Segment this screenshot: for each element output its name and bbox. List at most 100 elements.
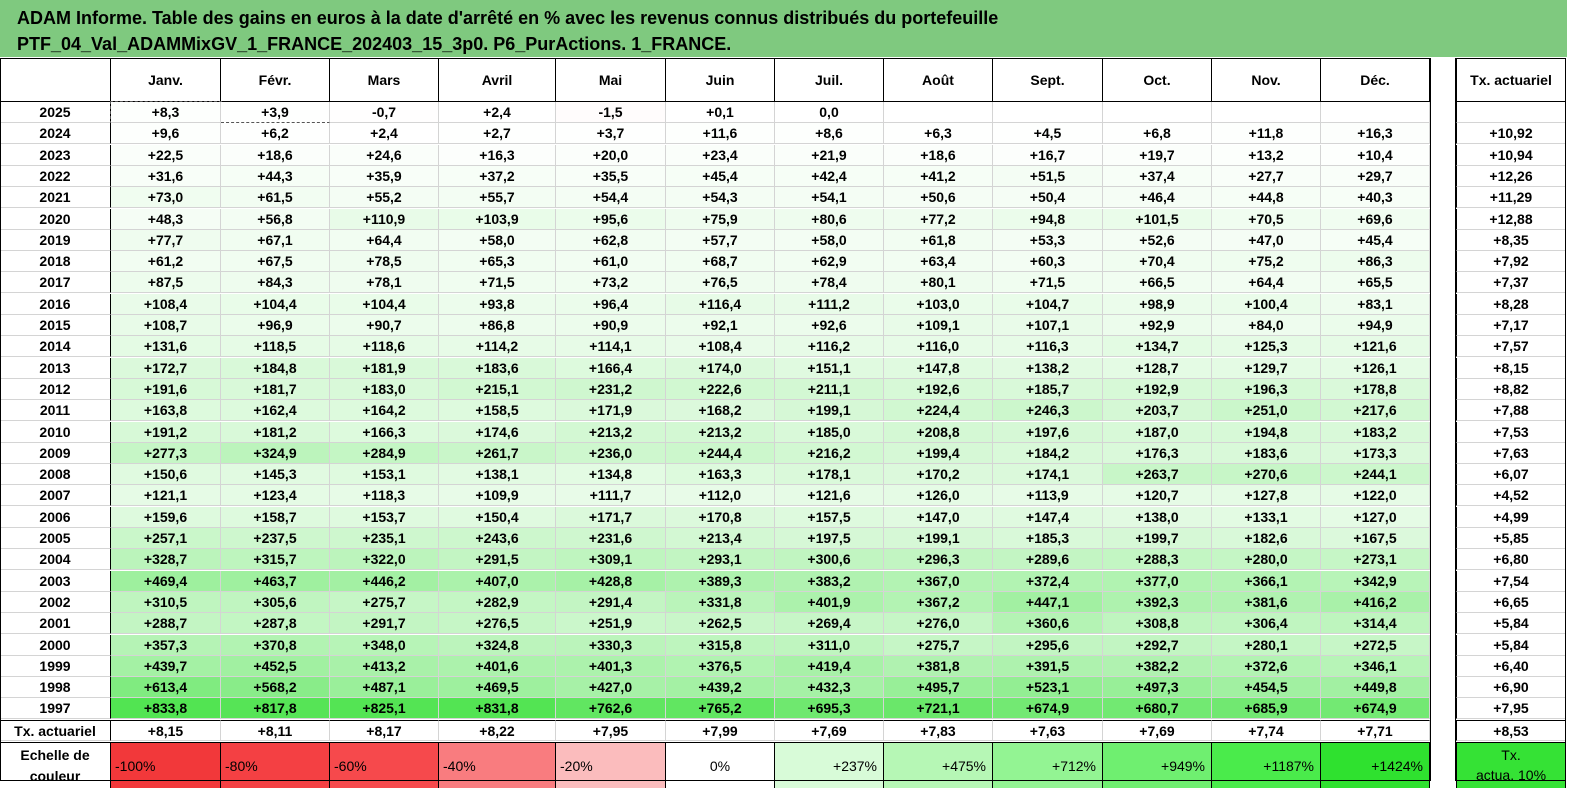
- gain-cell: +58,0: [439, 229, 556, 251]
- table-row: 2011 +163,8 +162,4 +164,2 +158,5 +171,9 +168,2…: [0, 400, 1567, 422]
- gain-cell: +96,4: [556, 293, 666, 315]
- gain-cell: +92,1: [666, 315, 775, 336]
- gain-cell: +67,1: [221, 229, 330, 251]
- gain-cell: +108,4: [111, 293, 221, 315]
- gain-cell: +103,0: [884, 293, 993, 315]
- gain-cell: +134,7: [1103, 336, 1212, 358]
- gain-cell: +118,5: [221, 336, 330, 358]
- gain-cell: +94,9: [1321, 315, 1430, 336]
- gain-cell: +116,0: [884, 336, 993, 358]
- gain-cell: 0,0: [775, 102, 884, 123]
- gain-cell: +181,7: [221, 378, 330, 400]
- gain-cell: +346,1: [1321, 655, 1430, 677]
- gain-cell: +314,4: [1321, 613, 1430, 635]
- year-cell: 1998: [0, 677, 111, 699]
- gain-cell: +273,1: [1321, 549, 1430, 571]
- gain-cell: +263,7: [1103, 464, 1212, 486]
- gain-cell: +150,6: [111, 464, 221, 486]
- year-cell: 2015: [0, 315, 111, 336]
- gain-cell: +92,9: [1103, 315, 1212, 336]
- gain-cell: +67,5: [221, 251, 330, 273]
- year-cell: 2024: [0, 123, 111, 145]
- table-row: 2008 +150,6 +145,3 +153,1 +138,1 +134,8 +163,3…: [0, 464, 1567, 486]
- gain-cell: +78,4: [775, 272, 884, 294]
- gain-cell: +116,4: [666, 293, 775, 315]
- gain-cell: +23,4: [666, 144, 775, 166]
- gain-cell: +92,6: [775, 315, 884, 336]
- gain-cell: +163,3: [666, 464, 775, 486]
- gain-cell: +20,0: [556, 144, 666, 166]
- gain-cell: +2,4: [439, 102, 556, 123]
- gain-cell: +116,2: [775, 336, 884, 358]
- tx-cell: +6,90: [1456, 677, 1566, 699]
- table-row: 2012 +191,6 +181,7 +183,0 +215,1 +231,2 +222,6…: [0, 378, 1567, 400]
- gain-cell: +231,2: [556, 378, 666, 400]
- gain-cell: +27,7: [1212, 165, 1321, 187]
- gain-cell: -0,7: [330, 102, 439, 123]
- gain-cell: +170,8: [666, 506, 775, 528]
- gain-cell: +288,3: [1103, 549, 1212, 571]
- gain-cell: +495,7: [884, 677, 993, 699]
- gain-cell: +171,9: [556, 400, 666, 422]
- gain-cell: +184,2: [993, 442, 1103, 464]
- gain-cell: +310,5: [111, 591, 221, 613]
- month-header-4: Avril: [439, 58, 556, 102]
- gain-cell: +147,0: [884, 506, 993, 528]
- gain-cell: +261,7: [439, 442, 556, 464]
- gain-cell: +427,0: [556, 677, 666, 699]
- gain-cell: +568,2: [221, 677, 330, 699]
- gain-cell: +277,3: [111, 442, 221, 464]
- gain-cell: +87,5: [111, 272, 221, 294]
- table-row: 2014 +131,6 +118,5 +118,6 +114,2 +114,1 +108,4…: [0, 336, 1567, 358]
- gain-cell: +111,7: [556, 485, 666, 507]
- tx-scale-line-2: actua. 10%: [1475, 766, 1547, 783]
- gain-cell: +342,9: [1321, 570, 1430, 592]
- table-row: 2000 +357,3 +370,8 +348,0 +324,8 +330,3 +315,8…: [0, 634, 1567, 656]
- tx-cell: +6,07: [1456, 464, 1566, 486]
- gain-cell: +295,6: [993, 634, 1103, 656]
- year-cell: 2005: [0, 528, 111, 549]
- gain-cell: +70,5: [1212, 208, 1321, 230]
- gain-cell: +446,2: [330, 570, 439, 592]
- tx-cell: +7,88: [1456, 400, 1566, 422]
- gain-cell: +170,2: [884, 464, 993, 486]
- gain-cell: +674,9: [993, 698, 1103, 720]
- gain-cell: +173,3: [1321, 442, 1430, 464]
- gain-cell: +54,1: [775, 187, 884, 209]
- gain-cell: +128,7: [1103, 357, 1212, 379]
- table-row: 2018 +61,2 +67,5 +78,5 +65,3 +61,0 +68,7 +62,9 +…: [0, 251, 1567, 273]
- gain-cell: +187,0: [1103, 421, 1212, 443]
- gain-cell: +454,5: [1212, 677, 1321, 699]
- year-cell: 2019: [0, 229, 111, 251]
- gain-cell: +52,6: [1103, 229, 1212, 251]
- gain-cell: +64,4: [1212, 272, 1321, 294]
- year-cell: 2016: [0, 293, 111, 315]
- gain-cell: [1321, 102, 1430, 123]
- gain-cell: +63,4: [884, 251, 993, 273]
- footer-tx-cell: +7,95: [556, 719, 666, 741]
- gain-cell: +439,7: [111, 655, 221, 677]
- gain-cell: +372,4: [993, 570, 1103, 592]
- table-row: 1998 +613,4 +568,2 +487,1 +469,5 +427,0 +439,2…: [0, 677, 1567, 699]
- gain-cell: +280,0: [1212, 549, 1321, 571]
- color-scale-swatch: +712%: [993, 741, 1103, 788]
- gain-cell: +73,2: [556, 272, 666, 294]
- gain-cell: +183,6: [1212, 442, 1321, 464]
- table-row: 2017 +87,5 +84,3 +78,1 +71,5 +73,2 +76,5 +78,4 +…: [0, 272, 1567, 294]
- color-scale-swatch: +1187%: [1212, 741, 1321, 788]
- gain-cell: +77,7: [111, 229, 221, 251]
- footer-tx-cell: +8,22: [439, 719, 556, 741]
- gain-cell: +191,6: [111, 378, 221, 400]
- tx-cell: +8,35: [1456, 229, 1566, 251]
- tx-cell: +5,84: [1456, 613, 1566, 635]
- gain-cell: +289,6: [993, 549, 1103, 571]
- gain-cell: +381,6: [1212, 591, 1321, 613]
- table-row: 2016 +108,4 +104,4 +104,4 +93,8 +96,4 +116,4 +1…: [0, 293, 1567, 315]
- gain-cell: +120,7: [1103, 485, 1212, 507]
- gain-cell: +391,5: [993, 655, 1103, 677]
- gain-cell: +236,0: [556, 442, 666, 464]
- gain-cell: +121,6: [775, 485, 884, 507]
- gain-cell: +167,5: [1321, 528, 1430, 549]
- table-row: 2025 +8,3 +3,9 -0,7 +2,4 -1,5 +0,1 0,0: [0, 101, 1567, 124]
- footer-tx-cell: +7,69: [1103, 719, 1212, 741]
